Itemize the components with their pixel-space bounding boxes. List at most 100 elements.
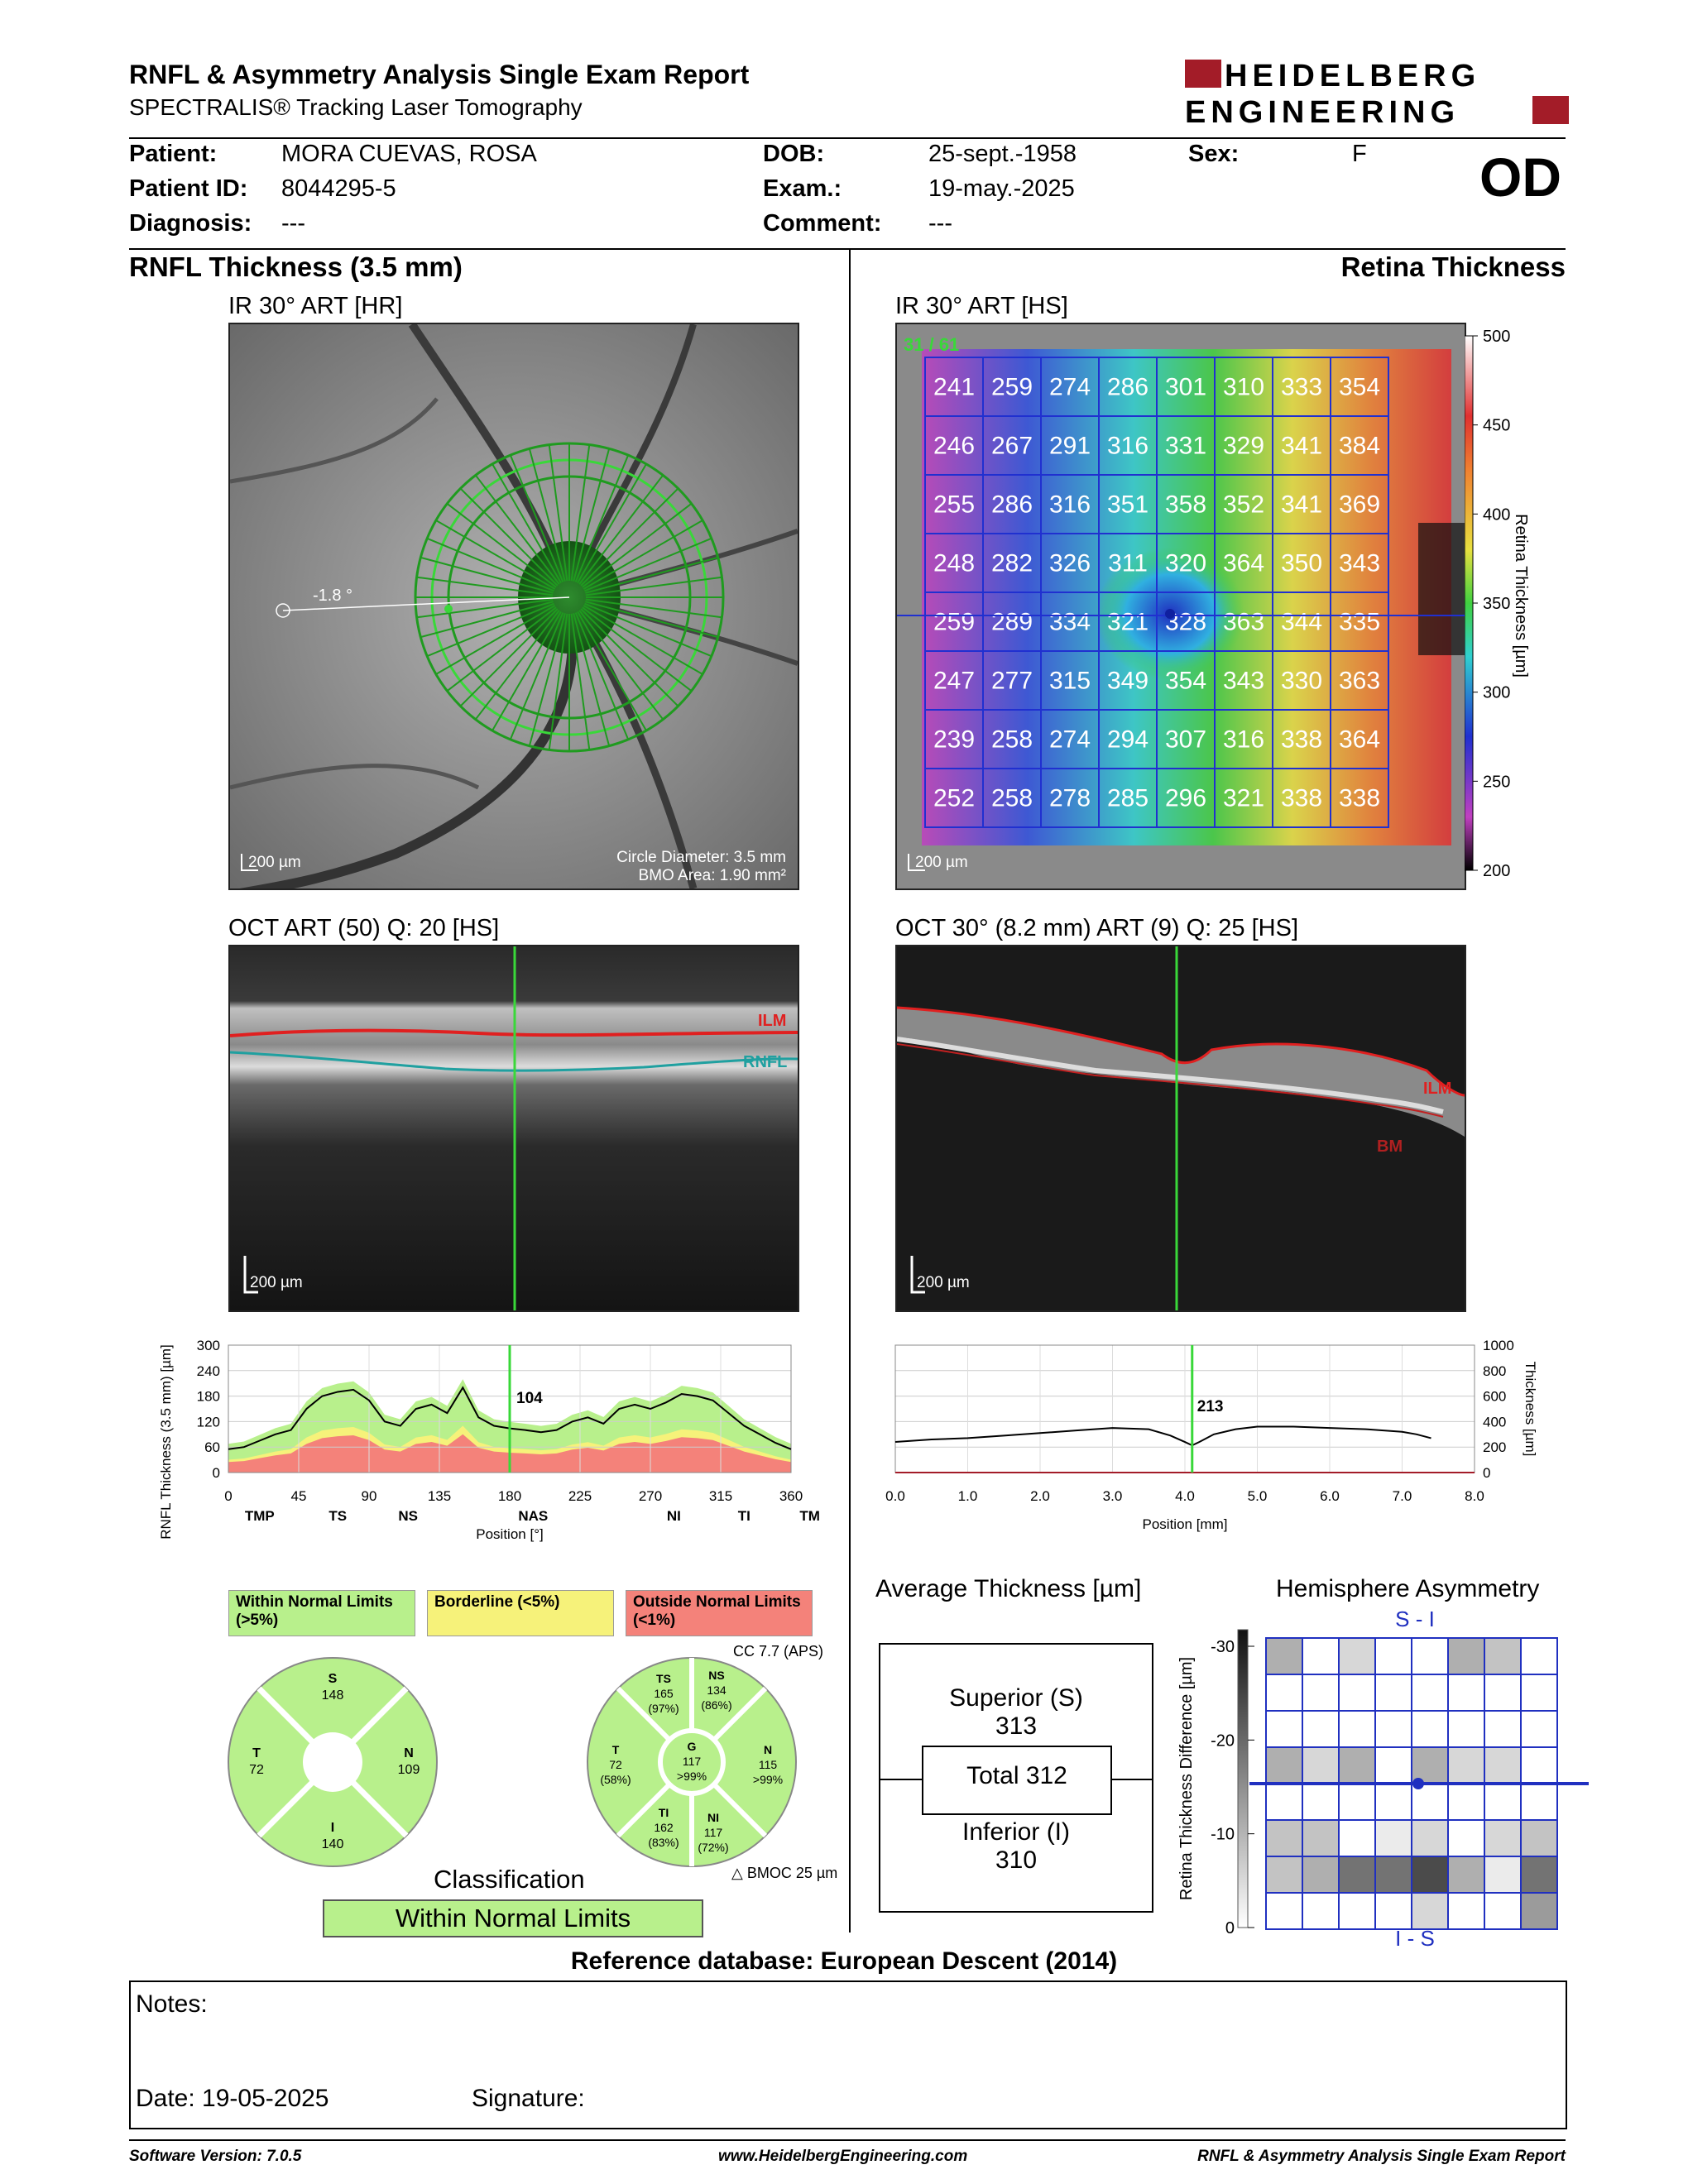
svg-text:134: 134 <box>707 1684 727 1697</box>
asym-cell <box>1374 1856 1412 1894</box>
avg-line-left <box>879 1779 922 1780</box>
asym-cell <box>1411 1637 1449 1675</box>
grid-value: 274 <box>1049 726 1091 754</box>
asymmetry-axis-label: Retina Thickness Difference [µm] <box>1177 1657 1196 1900</box>
grid-value: 277 <box>991 668 1033 695</box>
avg-line-right <box>1110 1779 1152 1780</box>
y-tick-label: 0 <box>1483 1465 1490 1481</box>
asym-cell <box>1374 1674 1412 1712</box>
total-box <box>922 1746 1112 1815</box>
svg-text:117: 117 <box>683 1755 702 1768</box>
colorbar-tick-label: 500 <box>1483 328 1510 346</box>
svg-text:(58%): (58%) <box>600 1773 631 1786</box>
asym-cell <box>1265 1783 1303 1821</box>
legend-within: Within Normal Limits (>5%) <box>228 1590 415 1636</box>
svg-text:NS: NS <box>708 1669 724 1682</box>
svg-text:TI: TI <box>659 1806 669 1819</box>
x-tick-label: 8.0 <box>1465 1488 1484 1504</box>
oct-left-caption: OCT ART (50) Q: 20 [HS] <box>228 915 500 941</box>
asym-cell <box>1374 1746 1412 1784</box>
y-tick-label: 300 <box>197 1338 220 1353</box>
asym-cell <box>1374 1637 1412 1675</box>
colorbar-tick-label: 400 <box>1483 505 1510 524</box>
asym-cell <box>1484 1856 1522 1894</box>
sector-label: NS <box>398 1508 418 1524</box>
grid-value: 247 <box>933 668 975 695</box>
thickness-colorbar: 500 450 400 350 300 250 200 Retina Thickness [… <box>1464 323 1572 885</box>
grid-value: 241 <box>933 374 975 401</box>
retina-line <box>894 1425 1431 1447</box>
x-tick-label: 3.0 <box>1103 1488 1123 1504</box>
asym-cell <box>1374 1783 1412 1821</box>
sector-label: NAS <box>518 1508 548 1524</box>
grid-value: 252 <box>933 785 975 812</box>
bmo-area: BMO Area: 1.90 mm² <box>639 867 786 884</box>
dob-label: DOB: <box>763 141 825 167</box>
svg-text:(86%): (86%) <box>701 1698 731 1712</box>
x-tick-label: 225 <box>568 1488 592 1504</box>
grid-value: 363 <box>1339 668 1380 695</box>
grid-value: 369 <box>1339 491 1380 519</box>
scan-spoke <box>585 576 722 596</box>
report-title: RNFL & Asymmetry Analysis Single Exam Re… <box>129 60 750 89</box>
asymmetry-title: Hemisphere Asymmetry <box>1276 1575 1540 1602</box>
x-tick-label: 2.0 <box>1030 1488 1050 1504</box>
svg-text:>99%: >99% <box>753 1773 783 1786</box>
grid-value: 267 <box>991 433 1033 460</box>
scan-spoke <box>584 537 712 592</box>
scan-spoke <box>528 613 566 746</box>
svg-text:TS: TS <box>656 1672 671 1685</box>
retina-thickness-map: 31 / 61 241 259 274 286 301 310 333 354 246 267 29… <box>895 323 1466 890</box>
grid-value: 286 <box>1107 374 1149 401</box>
sector-n-value: 109 <box>398 1763 420 1777</box>
asym-cell <box>1338 1746 1376 1784</box>
website-link[interactable]: www.HeidelbergEngineering.com <box>718 2148 968 2165</box>
svg-text:(83%): (83%) <box>648 1836 679 1849</box>
svg-text:NI: NI <box>707 1811 719 1824</box>
y-axis-label: Thickness [µm] <box>1523 1362 1538 1457</box>
asym-cell <box>1411 1710 1449 1748</box>
asym-cell <box>1447 1819 1485 1857</box>
grid-value: 316 <box>1107 433 1149 460</box>
eye-label: OD <box>1479 146 1561 208</box>
grid-value: 282 <box>991 550 1033 577</box>
scan-spoke <box>548 444 568 582</box>
scan-spoke <box>582 502 693 588</box>
scan-spoke <box>492 463 562 584</box>
svg-text:(97%): (97%) <box>648 1702 679 1715</box>
x-tick-label: 315 <box>709 1488 732 1504</box>
oct-right-caption: OCT 30° (8.2 mm) ART (9) Q: 25 [HS] <box>895 915 1299 941</box>
diagnosis-value: --- <box>281 210 305 237</box>
y-tick-label: 600 <box>1483 1389 1506 1405</box>
asym-cell <box>1302 1710 1340 1748</box>
grid-value: 341 <box>1281 433 1322 460</box>
oct-left-scale: 200 µm <box>250 1274 303 1291</box>
grid-value: 259 <box>991 374 1033 401</box>
scan-spoke <box>492 611 562 731</box>
grid-value: 341 <box>1281 491 1322 519</box>
grid-value: 349 <box>1107 668 1149 695</box>
x-tick-label: 0.0 <box>885 1488 905 1504</box>
grid-value: 274 <box>1049 374 1091 401</box>
asym-tick-label: -30 <box>1211 1638 1235 1656</box>
colorbar-tick-label: 300 <box>1483 684 1510 702</box>
sector-label: TMP <box>799 1508 819 1524</box>
ir-fundus-image: -1.8 ° 200 µm Circle Diameter: 3.5 mm BM… <box>228 323 799 890</box>
asym-cell <box>1447 1637 1485 1675</box>
notes-box[interactable] <box>129 1980 1567 2129</box>
circle-diameter: Circle Diameter: 3.5 mm <box>616 849 786 866</box>
rnfl-section-title: RNFL Thickness (3.5 mm) <box>129 251 463 282</box>
scan-spoke <box>582 606 693 692</box>
asym-cell <box>1520 1637 1558 1675</box>
scan-spoke <box>446 502 557 588</box>
asym-cell <box>1411 1892 1449 1930</box>
asym-cell <box>1520 1710 1558 1748</box>
scan-spoke <box>474 474 560 585</box>
software-version: Software Version: 7.0.5 <box>129 2148 302 2165</box>
sex-label: Sex: <box>1188 141 1240 167</box>
grid-value: 291 <box>1049 433 1091 460</box>
x-tick-label: 5.0 <box>1248 1488 1268 1504</box>
asym-cell <box>1520 1856 1558 1894</box>
scan-spoke <box>578 610 664 721</box>
asym-top-label: S - I <box>1395 1607 1435 1631</box>
